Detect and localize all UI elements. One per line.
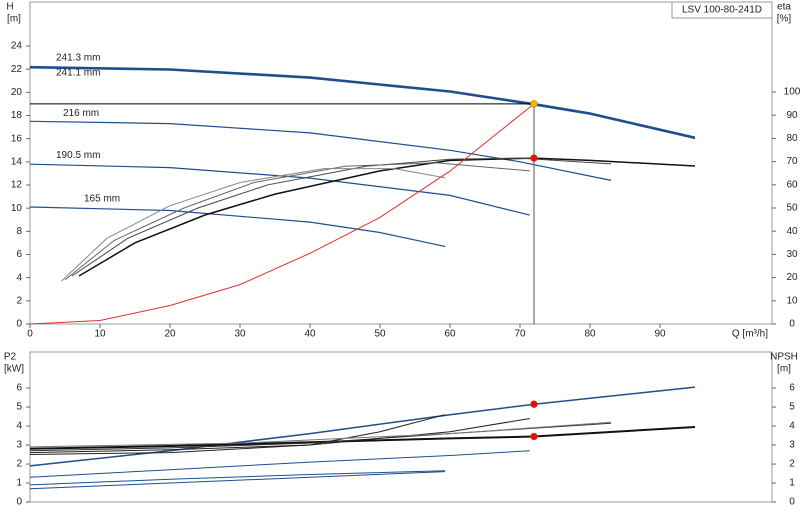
y-axis-unit: [m]: [7, 14, 21, 25]
operating-point: [530, 400, 538, 408]
curve: [29, 386, 696, 467]
y2-tick-label: 30: [786, 249, 798, 260]
y2-tick-label: 70: [786, 156, 798, 167]
curve-label: 190.5 mm: [56, 150, 100, 161]
x-tick-label: 70: [514, 329, 526, 340]
y-axis-label: H: [6, 2, 13, 13]
y-tick-label: 24: [11, 41, 23, 52]
y2-tick-label: 40: [786, 226, 798, 237]
curve-label: 241.1 mm: [56, 68, 100, 79]
y2-axis-unit: [%]: [777, 14, 792, 25]
curve: [29, 103, 535, 325]
y2-tick-label: 50: [786, 203, 798, 214]
curve: [71, 157, 612, 277]
y2-tick-label: 10: [786, 295, 798, 306]
curve-label: 241.3 mm: [56, 53, 100, 64]
y-tick-label: 6: [16, 383, 22, 394]
y2-tick-label: 0: [789, 319, 795, 330]
curve: [29, 421, 612, 448]
y-tick-label: 2: [16, 459, 22, 470]
x-tick-label: 60: [444, 329, 456, 340]
curve: [29, 414, 446, 455]
y2-tick-label: 5: [789, 402, 795, 413]
x-tick-label: 0: [27, 329, 33, 340]
x-tick-label: 20: [164, 329, 176, 340]
y2-axis-label: eta: [777, 2, 791, 13]
plot-frame: [29, 351, 773, 503]
y-tick-label: 5: [16, 402, 22, 413]
y2-tick-label: 60: [786, 179, 798, 190]
y2-tick-label: 2: [789, 459, 795, 470]
y-tick-label: 20: [11, 87, 23, 98]
curve: [29, 67, 696, 140]
y2-axis-label: NPSH: [770, 352, 798, 363]
x-tick-label: 40: [304, 329, 316, 340]
y-tick-label: 18: [11, 110, 23, 121]
curve-label: 216 mm: [63, 108, 99, 119]
curve: [29, 163, 530, 216]
y-tick-label: 2: [16, 295, 22, 306]
y-tick-label: 1: [16, 478, 22, 489]
y-tick-label: 8: [16, 226, 22, 237]
y-axis-unit: [kW]: [4, 364, 24, 375]
badge: LSV 100-80-241D: [682, 5, 762, 16]
y2-tick-label: 1: [789, 478, 795, 489]
curve-label: 165 mm: [84, 194, 120, 205]
y2-axis-unit: [m]: [777, 364, 791, 375]
curve: [61, 168, 446, 282]
x-tick-label: 80: [584, 329, 596, 340]
y2-tick-label: 0: [789, 497, 795, 508]
curve: [29, 206, 446, 247]
y-tick-label: 4: [16, 272, 22, 283]
operating-point: [530, 154, 538, 162]
y-axis-label: P2: [4, 352, 17, 363]
y2-tick-label: 80: [786, 133, 798, 144]
curve: [29, 65, 696, 139]
curve: [29, 426, 696, 450]
plot-frame: [29, 1, 773, 325]
curve: [78, 157, 696, 277]
operating-point: [530, 432, 538, 441]
y2-tick-label: 4: [789, 421, 795, 432]
y2-tick-label: 6: [789, 383, 795, 394]
y-tick-label: 6: [16, 249, 22, 260]
curve: [29, 120, 612, 181]
operating-point: [530, 100, 538, 108]
curve: [29, 471, 446, 490]
y2-tick-label: 100: [784, 87, 800, 98]
x-axis-label: Q [m³/h]: [732, 329, 768, 340]
y-tick-label: 3: [16, 440, 22, 451]
x-tick-label: 50: [374, 329, 386, 340]
y-tick-label: 10: [11, 203, 23, 214]
y2-tick-label: 90: [786, 110, 798, 121]
x-tick-label: 10: [94, 329, 106, 340]
y-tick-label: 16: [11, 133, 23, 144]
y2-tick-label: 3: [789, 440, 795, 451]
y-tick-label: 14: [11, 156, 23, 167]
curve: [29, 450, 530, 478]
x-tick-label: 90: [654, 329, 666, 340]
y2-tick-label: 20: [786, 272, 798, 283]
y-tick-label: 0: [16, 319, 22, 330]
y-tick-label: 22: [11, 64, 23, 75]
y-tick-label: 12: [11, 180, 23, 191]
y-tick-label: 0: [16, 497, 22, 508]
badge-box: [671, 1, 773, 19]
curve: [64, 162, 530, 281]
curve: [29, 470, 446, 486]
x-tick-label: 30: [234, 329, 246, 340]
y-tick-label: 4: [16, 421, 22, 432]
